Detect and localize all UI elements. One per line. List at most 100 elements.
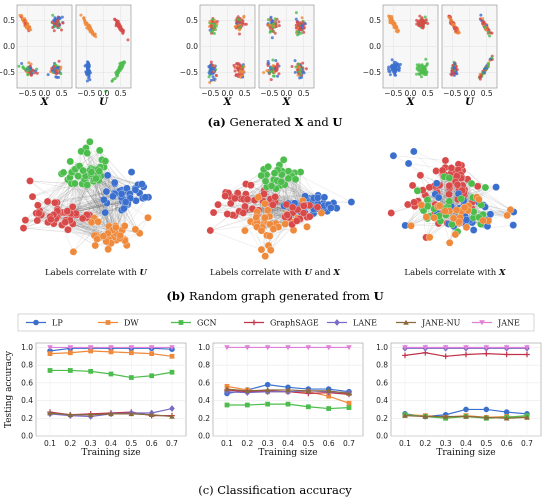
scatter-point bbox=[451, 68, 455, 72]
scatter-point bbox=[415, 72, 419, 76]
graph-node bbox=[313, 203, 322, 211]
graph-node bbox=[117, 190, 126, 198]
scatter-point bbox=[60, 15, 64, 19]
y-tick-label: 1.0 bbox=[21, 343, 33, 352]
graph-node bbox=[83, 181, 92, 189]
graph-edge bbox=[114, 193, 116, 228]
x-axis-title: Training size bbox=[258, 448, 317, 458]
scatter-point bbox=[390, 67, 394, 71]
scatter-point bbox=[55, 66, 59, 70]
scatter-point bbox=[86, 23, 90, 27]
graph-node bbox=[61, 218, 69, 226]
graph-node bbox=[241, 226, 249, 235]
graph-node bbox=[35, 209, 43, 217]
legend-label: JANE-NU bbox=[421, 319, 461, 328]
scatter-point bbox=[394, 66, 398, 70]
marker bbox=[33, 319, 39, 326]
graph-node bbox=[445, 190, 453, 199]
marker bbox=[128, 350, 134, 356]
scatter-point bbox=[299, 31, 303, 35]
scatter-ytick: 0.5 bbox=[369, 16, 381, 25]
scatter-point bbox=[92, 33, 96, 37]
scatter-point bbox=[304, 67, 308, 71]
scatter-point bbox=[269, 15, 273, 19]
scatter-point bbox=[238, 25, 242, 29]
scatter-point bbox=[262, 71, 266, 75]
y-tick-label: 0.0 bbox=[198, 432, 210, 441]
scatter-point bbox=[388, 69, 392, 73]
scatter-point bbox=[420, 75, 424, 79]
graph-edge bbox=[87, 153, 136, 190]
marker bbox=[149, 373, 155, 379]
scatter-xtick: −0.5 bbox=[260, 89, 278, 98]
legend-label: JANE bbox=[497, 319, 520, 328]
x-tick-label: 0.5 bbox=[302, 439, 314, 448]
scatter-point bbox=[235, 62, 239, 66]
graph-node bbox=[457, 194, 465, 203]
y-tick-label: 0.4 bbox=[376, 396, 388, 405]
graph-node bbox=[241, 202, 249, 211]
x-tick-label: 0.6 bbox=[501, 439, 513, 448]
scatter-point bbox=[299, 28, 303, 32]
graph-edge bbox=[107, 175, 115, 231]
graph-node bbox=[63, 207, 72, 215]
marker bbox=[169, 353, 175, 359]
caption-part: (c) bbox=[198, 483, 213, 497]
marker bbox=[169, 369, 175, 375]
scatter-point bbox=[417, 68, 421, 72]
scatter-xtick: −0.5 bbox=[18, 89, 36, 98]
scatter-xtick: 0.0 bbox=[405, 89, 417, 98]
scatter-xtick: 0.0 bbox=[39, 89, 51, 98]
graph-node bbox=[223, 210, 232, 218]
scatter-point bbox=[24, 19, 28, 23]
graph-edge bbox=[93, 181, 140, 234]
scatter-point bbox=[397, 29, 401, 33]
scatter-point bbox=[85, 79, 89, 83]
y-tick-label: 0.8 bbox=[21, 361, 33, 370]
scatter-point bbox=[211, 28, 215, 32]
x-tick-label: 0.1 bbox=[44, 439, 56, 448]
graph-node bbox=[277, 178, 286, 186]
caption-part: U bbox=[332, 115, 342, 129]
scatter-point bbox=[20, 17, 24, 21]
caption-a: (a) Generated X and U bbox=[208, 115, 343, 129]
marker bbox=[47, 351, 53, 357]
scatter-point bbox=[269, 78, 273, 82]
scatter-point bbox=[293, 70, 297, 74]
graph-node bbox=[441, 207, 449, 215]
scatter-point bbox=[117, 25, 121, 29]
graph-node bbox=[131, 186, 140, 194]
graph-node bbox=[19, 224, 28, 232]
graph-node bbox=[469, 226, 478, 234]
scatter-xtick: 0.0 bbox=[222, 89, 234, 98]
marker bbox=[305, 404, 311, 410]
scatter-point bbox=[241, 65, 245, 69]
graph-edge bbox=[100, 175, 140, 234]
scatter-ytick: 0.0 bbox=[369, 42, 381, 51]
graph-node bbox=[462, 223, 471, 232]
scatter-point bbox=[299, 72, 303, 76]
scatter-point bbox=[119, 28, 123, 32]
graph-edge bbox=[284, 184, 306, 197]
graph-node bbox=[99, 232, 108, 240]
graph-node bbox=[102, 187, 111, 196]
graph-edge bbox=[38, 191, 107, 214]
scatter-point bbox=[295, 30, 299, 34]
scatter-point bbox=[207, 75, 211, 79]
scatter-point bbox=[394, 29, 398, 33]
graph-node bbox=[404, 200, 412, 209]
graph-node bbox=[417, 201, 426, 209]
scatter-point bbox=[392, 60, 396, 64]
graph-node bbox=[265, 232, 274, 240]
graph-node bbox=[441, 156, 450, 165]
label-part: U bbox=[140, 268, 148, 278]
graph-node bbox=[479, 216, 487, 225]
scatter-point bbox=[418, 65, 422, 69]
graph-node bbox=[303, 223, 311, 231]
scatter-point bbox=[17, 64, 21, 68]
scatter-point bbox=[87, 63, 91, 67]
marker bbox=[105, 320, 111, 325]
x-tick-label: 0.5 bbox=[480, 439, 492, 448]
y-tick-label: 0.2 bbox=[376, 414, 388, 423]
scatter-point bbox=[425, 62, 429, 66]
